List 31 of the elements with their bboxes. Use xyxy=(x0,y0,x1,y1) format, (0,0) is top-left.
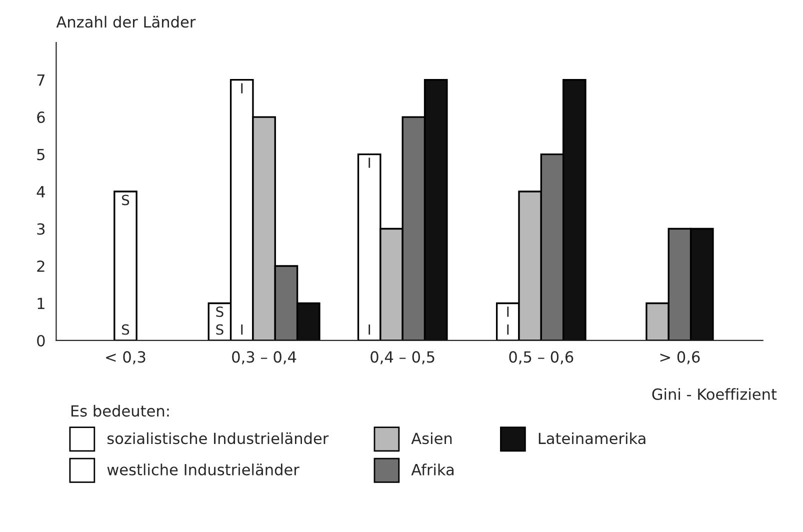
x-tick-label: < 0,3 xyxy=(106,351,146,364)
y-tick-label: 1 xyxy=(38,298,44,310)
text: S xyxy=(122,324,130,335)
x-tick-label: 0,5 – 0,6 xyxy=(509,351,574,364)
text: I xyxy=(368,324,370,335)
x-axis-title: Gini - Koeffizient xyxy=(652,388,777,400)
legend-label: westliche Industrieländer xyxy=(107,464,300,476)
y-tick-label: 3 xyxy=(37,223,45,235)
y-tick-label: 7 xyxy=(37,74,44,86)
x-tick-label: 0,3 – 0,4 xyxy=(232,351,296,364)
legend-label: sozialistische Industrieländer xyxy=(107,432,329,444)
legend-title: Es bedeuten: xyxy=(71,404,169,417)
y-axis-title: Anzahl der Länder xyxy=(56,16,196,28)
y-tick-label: 2 xyxy=(37,260,44,272)
x-tick-label: 0,4 – 0,5 xyxy=(370,351,434,364)
legend-label: Lateinamerika xyxy=(538,432,646,444)
x-tick-label: > 0,6 xyxy=(660,351,700,364)
legend-label: Afrika xyxy=(411,464,454,476)
text: I xyxy=(507,306,509,317)
text: I xyxy=(368,158,370,168)
y-tick-label: 0 xyxy=(37,334,45,346)
annotation: I xyxy=(241,83,243,94)
annotation: S xyxy=(122,194,130,206)
text: I xyxy=(507,324,509,335)
text: S xyxy=(216,324,224,335)
legend-label: Asien xyxy=(411,432,452,444)
y-tick-label: 4 xyxy=(36,186,45,198)
y-tick-label: 5 xyxy=(37,148,44,160)
text: I xyxy=(241,324,243,335)
text: S xyxy=(216,306,224,317)
y-tick-label: 6 xyxy=(37,112,45,124)
